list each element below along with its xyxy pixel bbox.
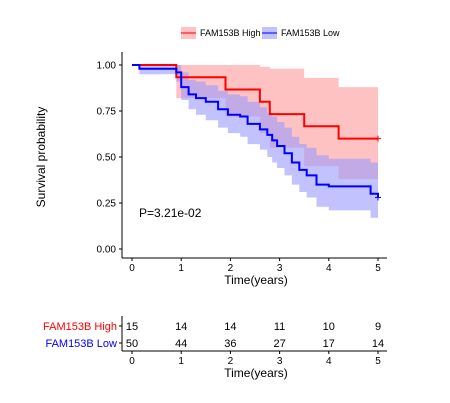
y-axis-label: Survival probability [34, 107, 48, 208]
y-tick-label: 0.00 [97, 245, 117, 256]
y-ticks: 0.00 0.25 0.50 0.75 1.00 [97, 61, 122, 256]
y-tick-label: 0.25 [97, 199, 117, 210]
legend-label-low: FAM153B Low [281, 28, 340, 38]
risk-count: 50 [126, 338, 138, 350]
x-tick-label: 1 [178, 263, 184, 274]
y-tick-label: 0.50 [97, 153, 117, 164]
risk-count: 11 [274, 321, 285, 333]
y-tick-label: 0.75 [97, 107, 117, 118]
risk-count: 14 [175, 321, 187, 333]
x-tick-label: 0 [129, 263, 135, 274]
p-value-annotation: P=3.21e-02 [139, 206, 202, 220]
risk-x-tick-label: 0 [129, 356, 135, 367]
risk-x-tick-label: 3 [277, 356, 283, 367]
x-ticks: 0 1 2 3 4 5 [129, 258, 381, 274]
risk-count: 44 [175, 338, 187, 350]
risk-row-label-low: FAM153B Low [45, 338, 117, 350]
risk-x-ticks: 0 1 2 3 4 5 [129, 351, 381, 367]
risk-count: 15 [126, 321, 138, 333]
survival-curve-high [132, 64, 378, 140]
risk-count: 14 [372, 338, 384, 350]
survival-curve-low [132, 64, 379, 198]
risk-count: 17 [323, 338, 335, 350]
legend-band-low [262, 27, 277, 39]
risk-x-tick-label: 1 [178, 356, 184, 367]
x-tick-label: 4 [326, 263, 332, 274]
risk-x-tick-label: 5 [375, 356, 381, 367]
survival-curves [132, 64, 381, 201]
risk-count: 14 [224, 321, 236, 333]
y-tick-label: 1.00 [97, 61, 117, 72]
risk-x-axis-label: Time(years) [224, 366, 288, 380]
risk-x-tick-label: 2 [228, 356, 234, 367]
legend: FAM153B High FAM153B Low [181, 27, 340, 39]
x-tick-label: 3 [277, 263, 283, 274]
legend-band-high [181, 27, 196, 39]
x-axis-label: Time(years) [224, 273, 288, 287]
risk-table: FAM153B High 15 14 14 11 10 9 FAM153B Low 50 44 36… [43, 321, 384, 350]
legend-label-high: FAM153B High [200, 28, 261, 38]
risk-count: 36 [224, 338, 236, 350]
risk-row-label-high: FAM153B High [43, 321, 117, 333]
risk-count: 10 [323, 321, 335, 333]
risk-count: 27 [273, 338, 285, 350]
x-tick-label: 2 [228, 263, 234, 274]
x-tick-label: 5 [375, 263, 381, 274]
confidence-bands [132, 65, 378, 222]
risk-x-tick-label: 4 [326, 356, 332, 367]
main-axes [121, 52, 387, 259]
risk-count: 9 [375, 321, 381, 333]
